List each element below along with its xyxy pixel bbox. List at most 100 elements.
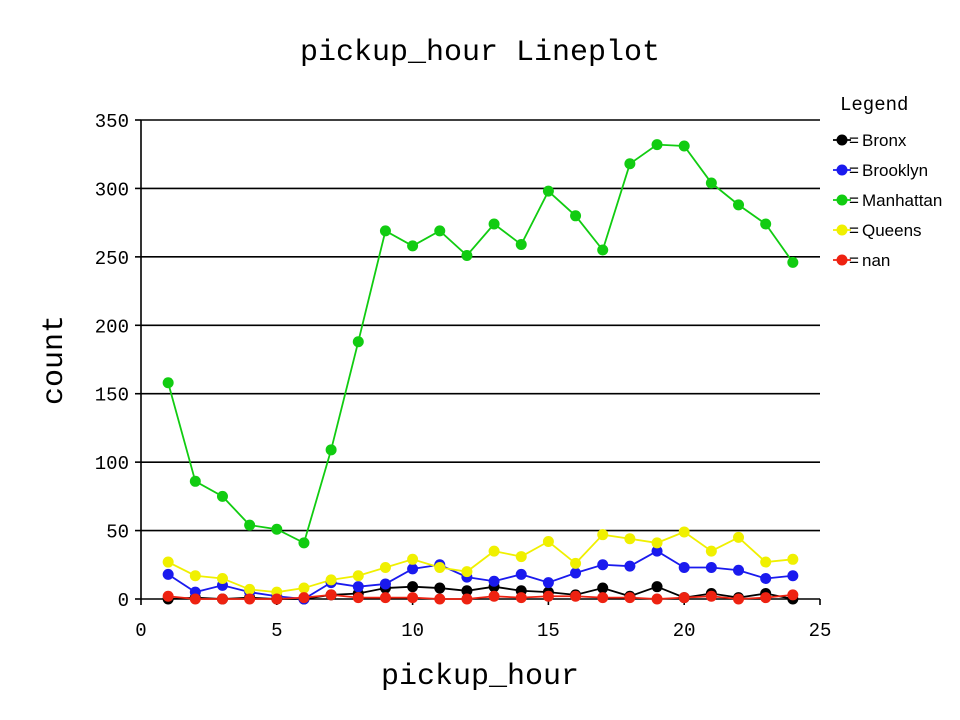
legend-item-brooklyn: = Brooklyn — [833, 161, 928, 180]
data-point-brooklyn — [352, 581, 364, 593]
legend-title: Legend — [840, 94, 908, 116]
data-point-nan — [542, 590, 554, 602]
data-point-queens — [570, 557, 582, 569]
data-point-nan — [678, 592, 690, 604]
data-point-manhattan — [461, 249, 473, 261]
data-point-queens — [189, 570, 201, 582]
data-point-brooklyn — [488, 575, 500, 587]
data-point-queens — [624, 533, 636, 545]
series-line-manhattan — [167, 143, 794, 545]
data-point-manhattan — [407, 240, 419, 252]
data-point-manhattan — [488, 218, 500, 230]
data-point-nan — [624, 592, 636, 604]
data-point-manhattan — [244, 519, 256, 531]
data-point-brooklyn — [624, 560, 636, 572]
legend-swatch-marker — [836, 254, 848, 266]
data-point-nan — [244, 593, 256, 605]
data-point-nan — [733, 593, 745, 605]
data-point-queens — [488, 545, 500, 557]
data-point-manhattan — [760, 218, 772, 230]
data-point-brooklyn — [515, 568, 527, 580]
legend-label: nan — [862, 251, 890, 270]
data-point-queens — [434, 562, 446, 574]
data-point-manhattan — [434, 225, 446, 237]
data-point-manhattan — [216, 490, 228, 502]
series-points — [162, 139, 799, 605]
data-point-queens — [352, 570, 364, 582]
x-tick-label: 25 — [809, 620, 832, 642]
data-point-nan — [189, 593, 201, 605]
x-tick-label: 20 — [673, 620, 696, 642]
data-point-queens — [298, 582, 310, 594]
data-point-manhattan — [298, 537, 310, 549]
data-point-manhattan — [379, 225, 391, 237]
data-point-nan — [407, 592, 419, 604]
y-tick-label: 100 — [95, 453, 129, 475]
data-point-bronx — [597, 582, 609, 594]
grid-lines — [141, 119, 820, 532]
data-point-queens — [705, 545, 717, 557]
legend-label: Bronx — [862, 131, 907, 150]
y-axis-label: count — [38, 315, 72, 405]
y-tick-label: 250 — [95, 248, 129, 270]
y-tick-label: 200 — [95, 316, 129, 338]
y-tick-label: 0 — [118, 590, 129, 612]
data-point-nan — [162, 590, 174, 602]
x-tick-labels: 0 5 10 15 20 25 — [135, 599, 831, 642]
x-tick-label: 10 — [401, 620, 424, 642]
data-point-nan — [787, 589, 799, 601]
data-point-brooklyn — [760, 572, 772, 584]
legend-swatch-marker — [836, 194, 848, 206]
data-point-brooklyn — [570, 567, 582, 579]
data-point-queens — [651, 537, 663, 549]
data-point-manhattan — [271, 523, 283, 535]
data-point-queens — [216, 572, 228, 584]
x-tick-label: 0 — [135, 620, 146, 642]
legend-equals: = — [849, 131, 859, 150]
data-point-brooklyn — [705, 562, 717, 574]
data-point-bronx — [461, 585, 473, 597]
data-point-nan — [570, 590, 582, 602]
data-point-brooklyn — [678, 562, 690, 574]
data-point-queens — [733, 531, 745, 543]
data-point-manhattan — [624, 158, 636, 170]
data-point-nan — [488, 590, 500, 602]
data-point-nan — [379, 592, 391, 604]
y-tick-label: 150 — [95, 385, 129, 407]
data-point-brooklyn — [542, 577, 554, 589]
data-point-manhattan — [162, 377, 174, 389]
data-point-queens — [244, 583, 256, 595]
y-tick-labels: 0 50 100 150 200 250 300 350 — [95, 111, 141, 612]
data-point-nan — [651, 593, 663, 605]
data-point-manhattan — [787, 256, 799, 268]
data-point-queens — [760, 556, 772, 568]
data-point-bronx — [651, 581, 663, 593]
data-point-manhattan — [570, 210, 582, 222]
data-point-nan — [271, 593, 283, 605]
data-point-brooklyn — [379, 578, 391, 590]
legend-equals: = — [849, 161, 859, 180]
data-point-nan — [216, 593, 228, 605]
legend-label: Brooklyn — [862, 161, 928, 180]
data-point-nan — [461, 593, 473, 605]
chart-title: pickup_hour Lineplot — [300, 36, 660, 70]
y-tick-label: 300 — [95, 179, 129, 201]
data-point-manhattan — [678, 140, 690, 152]
series-line-queens — [167, 530, 793, 594]
y-tick-label: 350 — [95, 111, 129, 133]
legend-equals: = — [849, 251, 859, 270]
data-point-queens — [325, 574, 337, 586]
data-point-manhattan — [651, 139, 663, 151]
legend-item-queens: = Queens — [833, 221, 922, 240]
legend-equals: = — [849, 191, 859, 210]
data-point-brooklyn — [597, 559, 609, 571]
data-point-queens — [787, 553, 799, 565]
data-point-manhattan — [352, 336, 364, 348]
data-point-nan — [760, 592, 772, 604]
data-point-queens — [379, 562, 391, 574]
data-point-manhattan — [515, 239, 527, 251]
data-point-queens — [407, 553, 419, 565]
x-tick-label: 15 — [537, 620, 560, 642]
legend-item-bronx: = Bronx — [833, 131, 907, 150]
